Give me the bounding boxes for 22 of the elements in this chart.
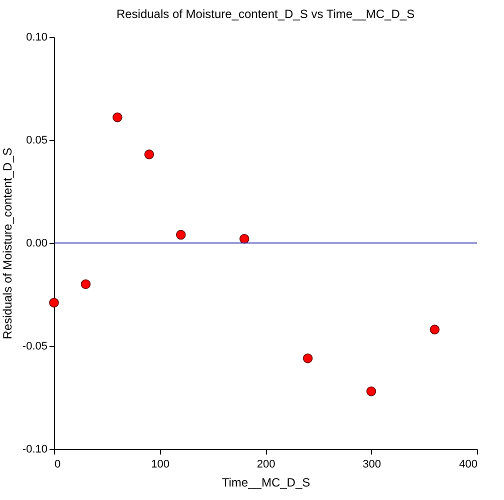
y-tick-label: -0.10 xyxy=(22,444,48,456)
y-tick-label: 0.05 xyxy=(26,134,48,146)
x-tick-label: 400 xyxy=(459,458,478,470)
point xyxy=(112,112,122,122)
point xyxy=(302,353,313,364)
point xyxy=(80,279,91,290)
y-tick-label: 0.00 xyxy=(26,238,48,250)
x-tick-label: 300 xyxy=(362,458,381,470)
point xyxy=(430,324,440,334)
point xyxy=(144,150,154,160)
y-tick-label: 0.10 xyxy=(26,32,48,44)
point xyxy=(239,234,250,244)
point xyxy=(176,230,186,240)
y-axis-title: Residuals of Moisture_content_D_S xyxy=(0,148,14,340)
x-tick-label: 0 xyxy=(54,458,61,470)
point xyxy=(49,298,59,308)
x-tick-label: 100 xyxy=(151,458,170,470)
point xyxy=(366,386,376,396)
x-tick-label: 200 xyxy=(256,458,276,470)
y-tick-label: -0.05 xyxy=(22,340,48,352)
chart-title: Residuals of Moisture_content_D_S vs Time__MC_D_S xyxy=(116,7,415,21)
x-axis-title: Time__MC_D_S xyxy=(222,476,310,490)
